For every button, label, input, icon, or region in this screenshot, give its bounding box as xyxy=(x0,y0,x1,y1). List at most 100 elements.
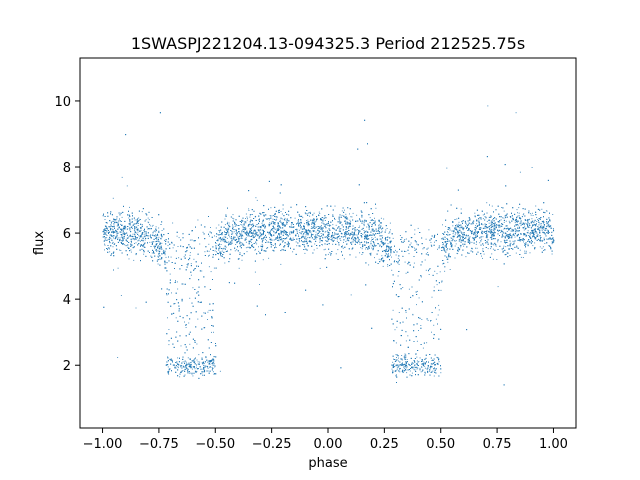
data-point xyxy=(130,249,132,251)
data-point xyxy=(158,241,160,243)
data-point xyxy=(254,271,256,273)
data-point xyxy=(398,312,400,313)
data-point xyxy=(476,223,478,225)
data-point xyxy=(519,249,521,251)
data-point xyxy=(535,205,537,207)
data-point xyxy=(420,276,422,278)
data-point xyxy=(519,221,521,223)
data-point xyxy=(272,245,274,246)
data-point xyxy=(517,225,519,227)
data-point xyxy=(405,355,407,357)
data-point xyxy=(456,252,458,254)
data-point xyxy=(155,231,157,233)
data-point xyxy=(242,243,244,245)
data-point xyxy=(519,217,521,219)
data-point xyxy=(222,240,224,242)
data-point xyxy=(270,207,272,209)
data-point xyxy=(235,230,237,232)
data-point xyxy=(129,227,131,229)
data-point xyxy=(316,247,318,249)
data-point xyxy=(402,287,404,288)
data-point xyxy=(290,238,292,240)
data-point xyxy=(446,231,448,232)
data-point xyxy=(463,245,465,247)
data-point xyxy=(400,368,401,370)
data-point xyxy=(176,281,178,283)
data-point xyxy=(416,304,417,306)
data-point xyxy=(227,221,229,223)
data-point xyxy=(391,256,392,258)
data-point xyxy=(240,241,241,243)
data-point xyxy=(396,369,398,371)
data-point xyxy=(104,219,106,220)
data-point xyxy=(186,364,188,366)
data-point xyxy=(457,253,459,255)
data-point xyxy=(192,375,194,377)
data-point xyxy=(243,231,245,233)
data-point xyxy=(262,221,264,223)
data-point xyxy=(538,226,540,228)
data-point xyxy=(273,239,275,241)
data-point xyxy=(313,212,315,214)
data-point xyxy=(129,227,131,229)
data-point xyxy=(119,220,121,221)
data-point xyxy=(317,235,319,237)
data-point xyxy=(518,207,520,209)
data-points xyxy=(102,105,555,386)
data-point xyxy=(486,237,488,239)
data-point xyxy=(210,271,212,273)
data-point xyxy=(513,235,515,236)
data-point xyxy=(299,232,301,234)
data-point xyxy=(244,229,246,231)
data-point xyxy=(268,233,270,235)
data-point xyxy=(150,228,152,230)
data-point xyxy=(296,245,298,247)
data-point xyxy=(108,238,110,240)
data-point xyxy=(216,240,218,241)
data-point xyxy=(398,360,399,362)
data-point xyxy=(158,240,160,242)
data-point xyxy=(154,235,156,237)
data-point xyxy=(395,254,397,256)
data-point xyxy=(475,233,477,235)
data-point xyxy=(190,263,192,265)
data-point xyxy=(404,261,406,263)
data-point xyxy=(156,250,158,252)
data-point xyxy=(372,220,374,221)
data-point xyxy=(144,242,146,244)
data-point xyxy=(511,228,513,230)
data-point xyxy=(364,234,366,236)
data-point xyxy=(431,296,433,298)
data-point xyxy=(168,373,170,375)
data-point xyxy=(105,234,107,236)
data-point xyxy=(542,222,544,224)
data-point xyxy=(379,238,381,240)
data-point xyxy=(185,324,187,326)
data-point xyxy=(414,233,416,235)
data-point xyxy=(438,361,440,363)
data-point xyxy=(169,273,171,275)
data-point xyxy=(356,242,358,243)
data-point xyxy=(149,228,151,230)
data-point xyxy=(493,233,495,235)
data-point xyxy=(500,219,502,221)
data-point xyxy=(302,236,304,238)
data-point xyxy=(143,253,145,255)
data-point xyxy=(264,223,265,225)
data-point xyxy=(204,365,206,366)
data-point xyxy=(479,242,481,244)
data-point xyxy=(229,242,231,244)
data-point xyxy=(119,249,121,251)
data-point xyxy=(184,374,186,376)
data-point xyxy=(531,167,533,168)
data-point xyxy=(436,356,438,358)
data-point xyxy=(541,229,543,231)
data-point xyxy=(463,232,465,234)
data-point xyxy=(208,235,210,237)
data-point xyxy=(514,236,516,238)
data-point xyxy=(197,361,199,363)
data-point xyxy=(300,228,302,230)
data-point xyxy=(495,245,497,247)
data-point xyxy=(510,235,512,237)
data-point xyxy=(133,238,135,240)
